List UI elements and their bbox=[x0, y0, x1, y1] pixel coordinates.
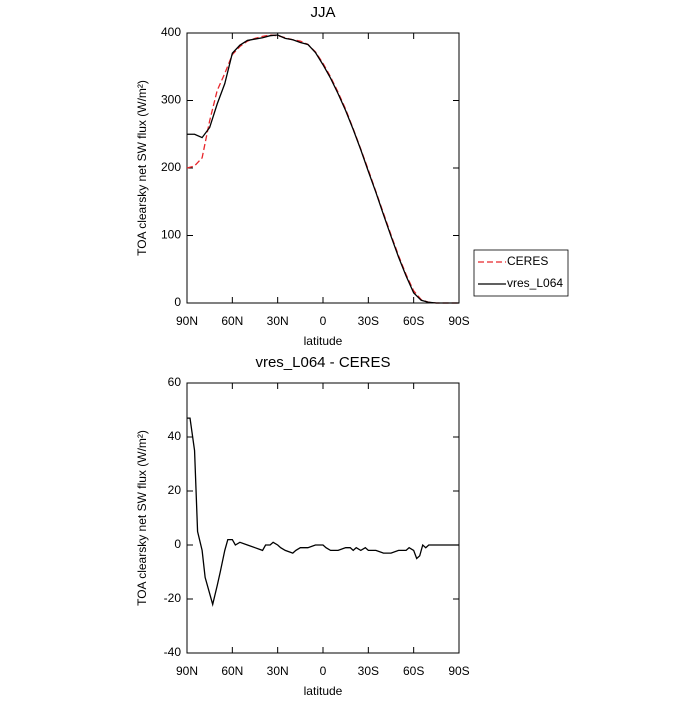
x-tick-label: 30N bbox=[267, 664, 289, 678]
x-tick-label: 90S bbox=[448, 664, 469, 678]
x-tick-label: 60N bbox=[221, 314, 243, 328]
x-tick-label: 60S bbox=[403, 314, 424, 328]
y-tick-label: 0 bbox=[174, 537, 181, 551]
y-tick-label: 0 bbox=[174, 295, 181, 309]
data-line bbox=[187, 34, 459, 304]
data-line bbox=[187, 417, 459, 607]
y-tick-label: -40 bbox=[164, 645, 182, 659]
x-tick-label: 60S bbox=[403, 664, 424, 678]
y-axis-label: TOA clearsky net SW flux (W/m²) bbox=[135, 80, 149, 256]
x-tick-label: 30S bbox=[358, 314, 379, 328]
legend-label: vres_L064 bbox=[507, 276, 563, 290]
x-axis-label: latitude bbox=[304, 334, 343, 348]
y-tick-label: 200 bbox=[161, 160, 181, 174]
x-tick-label: 30N bbox=[267, 314, 289, 328]
y-axis-label: TOA clearsky net SW flux (W/m²) bbox=[135, 430, 149, 606]
y-tick-label: 300 bbox=[161, 93, 181, 107]
x-tick-label: 90S bbox=[448, 314, 469, 328]
y-tick-label: 20 bbox=[168, 483, 182, 497]
y-tick-label: 400 bbox=[161, 25, 181, 39]
chart-title: JJA bbox=[310, 4, 335, 21]
x-tick-label: 30S bbox=[358, 664, 379, 678]
legend-label: CERES bbox=[507, 254, 548, 268]
x-tick-label: 0 bbox=[320, 314, 327, 328]
plot-frame bbox=[186, 382, 460, 654]
x-tick-label: 0 bbox=[320, 664, 327, 678]
x-axis-label: latitude bbox=[304, 684, 343, 698]
y-tick-label: -20 bbox=[164, 591, 182, 605]
y-tick-label: 40 bbox=[168, 429, 182, 443]
chart-title: vres_L064 - CERES bbox=[255, 354, 390, 371]
y-tick-label: 100 bbox=[161, 228, 181, 242]
data-line bbox=[186, 34, 459, 304]
x-tick-label: 90N bbox=[176, 664, 198, 678]
legend-box bbox=[473, 249, 569, 297]
x-tick-label: 60N bbox=[221, 664, 243, 678]
y-tick-label: 60 bbox=[168, 375, 182, 389]
x-tick-label: 90N bbox=[176, 314, 198, 328]
